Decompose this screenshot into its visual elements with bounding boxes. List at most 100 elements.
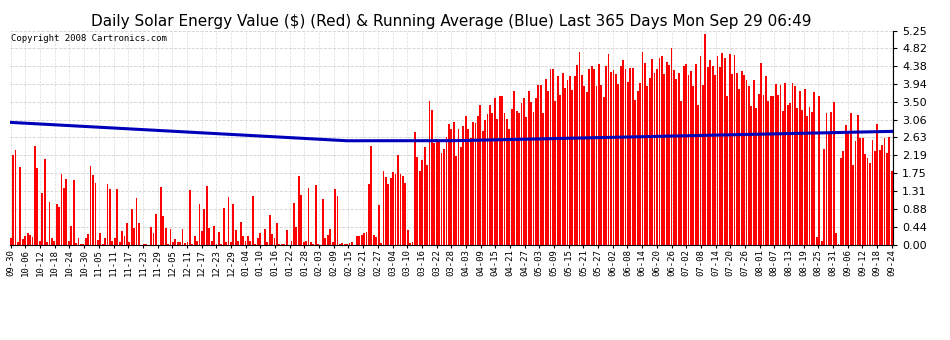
Bar bbox=[92, 175, 94, 245]
Bar bbox=[213, 226, 215, 245]
Bar bbox=[325, 238, 326, 245]
Bar bbox=[436, 139, 438, 245]
Bar bbox=[755, 108, 757, 245]
Bar bbox=[281, 244, 283, 245]
Bar bbox=[34, 146, 36, 245]
Bar bbox=[41, 193, 43, 245]
Bar bbox=[577, 65, 578, 245]
Bar bbox=[721, 53, 723, 245]
Bar bbox=[424, 147, 426, 245]
Bar bbox=[122, 231, 123, 245]
Bar bbox=[87, 234, 89, 245]
Bar bbox=[583, 86, 585, 245]
Bar bbox=[124, 236, 125, 245]
Bar bbox=[438, 142, 440, 245]
Bar bbox=[446, 137, 447, 245]
Bar bbox=[334, 189, 336, 245]
Bar bbox=[727, 96, 728, 245]
Bar bbox=[85, 238, 86, 245]
Bar bbox=[835, 233, 837, 245]
Bar bbox=[27, 233, 28, 245]
Bar bbox=[843, 151, 845, 245]
Bar bbox=[305, 241, 307, 245]
Bar bbox=[455, 156, 457, 245]
Bar bbox=[862, 138, 864, 245]
Bar bbox=[414, 132, 416, 245]
Bar bbox=[857, 115, 859, 245]
Bar bbox=[419, 171, 421, 245]
Bar bbox=[636, 91, 638, 245]
Bar bbox=[276, 223, 278, 245]
Bar bbox=[499, 96, 501, 245]
Bar bbox=[206, 186, 208, 245]
Bar bbox=[796, 107, 798, 245]
Bar bbox=[133, 228, 135, 245]
Bar bbox=[373, 235, 374, 245]
Bar bbox=[690, 71, 692, 245]
Bar bbox=[100, 233, 102, 245]
Bar bbox=[652, 59, 653, 245]
Bar bbox=[680, 101, 682, 245]
Bar bbox=[535, 98, 537, 245]
Bar bbox=[618, 84, 619, 245]
Bar bbox=[186, 242, 188, 245]
Bar bbox=[632, 68, 634, 245]
Bar bbox=[619, 66, 621, 245]
Bar bbox=[710, 60, 712, 245]
Bar bbox=[888, 137, 890, 245]
Bar bbox=[106, 185, 108, 245]
Bar bbox=[51, 238, 53, 245]
Bar bbox=[145, 244, 147, 245]
Bar bbox=[20, 167, 21, 245]
Bar bbox=[494, 98, 496, 245]
Bar bbox=[801, 110, 803, 245]
Bar bbox=[852, 165, 854, 245]
Bar bbox=[561, 73, 563, 245]
Bar bbox=[247, 236, 249, 245]
Bar bbox=[336, 196, 338, 245]
Bar bbox=[649, 78, 651, 245]
Bar bbox=[833, 102, 835, 245]
Bar bbox=[228, 197, 230, 245]
Bar bbox=[736, 73, 738, 245]
Bar bbox=[12, 155, 14, 245]
Bar bbox=[699, 56, 701, 245]
Bar bbox=[522, 98, 524, 245]
Bar bbox=[770, 96, 771, 245]
Bar bbox=[390, 178, 391, 245]
Bar bbox=[67, 241, 69, 245]
Bar bbox=[705, 34, 706, 245]
Bar bbox=[671, 48, 673, 245]
Bar bbox=[36, 168, 38, 245]
Bar bbox=[370, 146, 372, 245]
Bar bbox=[131, 209, 133, 245]
Bar bbox=[486, 114, 488, 245]
Bar bbox=[613, 70, 615, 245]
Bar bbox=[630, 68, 632, 245]
Bar bbox=[663, 74, 665, 245]
Bar bbox=[407, 230, 408, 245]
Bar bbox=[162, 216, 164, 245]
Bar bbox=[847, 132, 849, 245]
Bar bbox=[560, 95, 561, 245]
Bar bbox=[600, 85, 602, 245]
Bar bbox=[598, 64, 599, 245]
Bar bbox=[394, 174, 396, 245]
Bar bbox=[668, 65, 670, 245]
Bar bbox=[714, 75, 716, 245]
Bar bbox=[274, 238, 275, 245]
Bar bbox=[719, 67, 721, 245]
Bar bbox=[111, 241, 113, 245]
Bar bbox=[780, 85, 781, 245]
Bar bbox=[475, 123, 476, 245]
Bar bbox=[216, 244, 218, 245]
Bar bbox=[496, 119, 498, 245]
Bar bbox=[89, 166, 91, 245]
Bar bbox=[259, 233, 261, 245]
Bar bbox=[264, 230, 266, 245]
Bar bbox=[555, 101, 557, 245]
Bar bbox=[341, 243, 343, 245]
Bar bbox=[453, 122, 455, 245]
Bar bbox=[155, 214, 157, 245]
Bar bbox=[14, 150, 16, 245]
